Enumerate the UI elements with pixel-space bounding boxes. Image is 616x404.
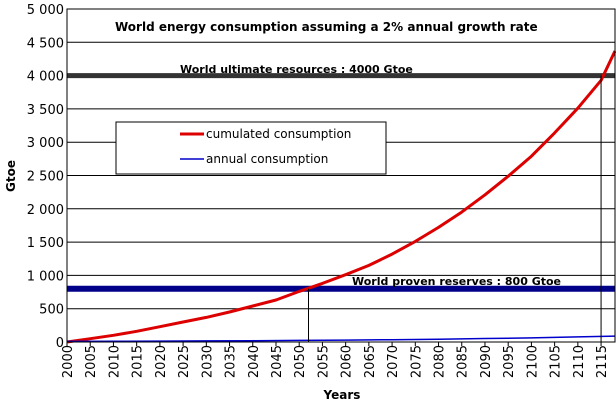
x-tick-label: 2095 — [502, 345, 517, 378]
x-tick-label: 2025 — [177, 345, 192, 378]
x-tick-label: 2080 — [433, 345, 448, 378]
plot-frame — [66, 8, 616, 343]
x-tick-label: 2115 — [595, 345, 610, 378]
x-tick-label: 2100 — [525, 345, 540, 378]
y-tick-label: 3 500 — [27, 103, 64, 118]
chart-title: World energy consumption assuming a 2% a… — [115, 20, 538, 34]
x-tick-label: 2065 — [363, 345, 378, 378]
x-tick-label: 2045 — [270, 345, 285, 378]
x-tick-label: 2010 — [107, 345, 122, 378]
x-tick-label: 2005 — [84, 345, 99, 378]
y-tick-label: 5 000 — [27, 3, 64, 18]
y-tick-label: 1 500 — [27, 236, 64, 251]
x-tick-label: 2110 — [572, 345, 587, 378]
x-tick-label: 2055 — [316, 345, 331, 378]
x-tick-label: 2035 — [224, 345, 239, 378]
legend-box — [115, 121, 387, 175]
x-tick-label: 2105 — [549, 345, 564, 378]
x-tick-label: 2030 — [200, 345, 215, 378]
legend: cumulated consumption annual consumption — [115, 121, 387, 175]
y-tick-label: 500 — [39, 303, 64, 318]
x-tick-label: 2000 — [61, 345, 76, 378]
x-tick-label: 2085 — [456, 345, 471, 378]
ultimate-resources-label: World ultimate resources : 4000 Gtoe — [180, 63, 413, 76]
x-tick-label: 2015 — [131, 345, 146, 378]
x-tick-label: 2060 — [340, 345, 355, 378]
y-tick-labels: 0 500 1 000 1 500 2 000 2 500 3 000 3 500 4 000 4… — [27, 3, 64, 351]
series-line-cumulated — [66, 50, 616, 344]
y-tick-label: 3 000 — [27, 136, 64, 151]
series-line-annual — [66, 335, 616, 343]
gridlines — [66, 8, 615, 346]
x-tick-label: 2040 — [247, 345, 262, 378]
x-axis-title: Years — [323, 388, 361, 402]
y-tick-label: 4 000 — [27, 70, 64, 85]
legend-label-cumulated: cumulated consumption — [206, 127, 351, 141]
y-tick-label: 0 — [56, 336, 64, 351]
y-axis-title: Gtoe — [4, 160, 18, 192]
x-tick-label: 2075 — [409, 345, 424, 378]
y-tick-label: 2 500 — [27, 170, 64, 185]
x-tick-label: 2070 — [386, 345, 401, 378]
x-tick-label: 2090 — [479, 345, 494, 378]
y-tick-label: 1 000 — [27, 269, 64, 284]
x-tick-label: 2020 — [154, 345, 169, 378]
marker-lines — [307, 75, 602, 342]
y-tick-label: 2 000 — [27, 203, 64, 218]
series-lines — [66, 50, 616, 344]
legend-label-annual: annual consumption — [206, 152, 328, 166]
proven-reserves-label: World proven reserves : 800 Gtoe — [352, 275, 561, 288]
reference-lines — [67, 73, 615, 292]
x-tick-label: 2050 — [293, 345, 308, 378]
x-tick-labels: 2000 2005 2010 2015 2020 2025 2030 2035 2040 2045… — [61, 345, 610, 378]
y-tick-label: 4 500 — [27, 36, 64, 51]
